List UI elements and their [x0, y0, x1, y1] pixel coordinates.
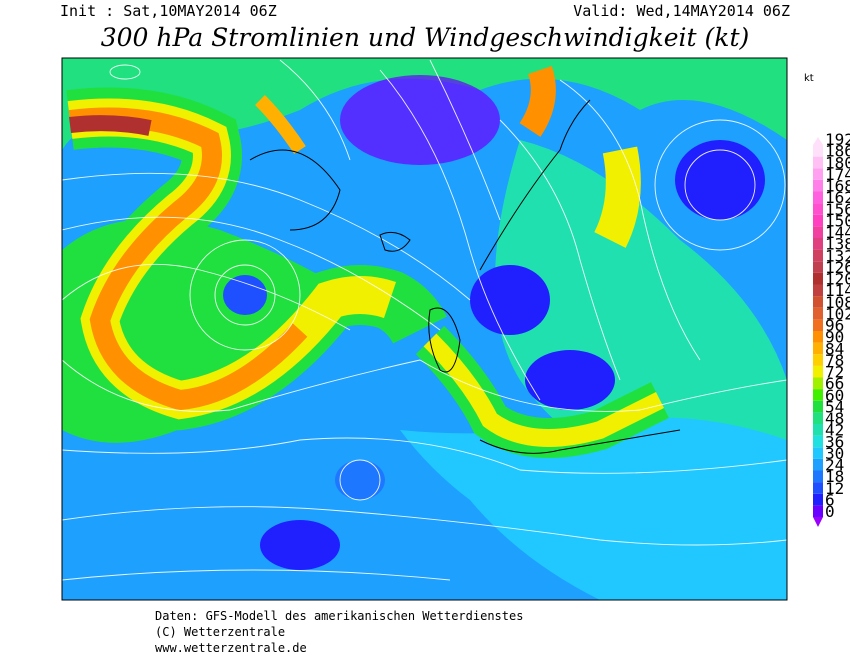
colorbar-label: 102 [825, 304, 850, 323]
colorbar: 0612182430364248546066727884909610210811… [813, 130, 850, 527]
footer-source: Daten: GFS-Modell des amerikanischen Wet… [155, 609, 523, 623]
colorbar-swatch [813, 179, 823, 192]
colorbar-swatch [813, 226, 823, 238]
colorbar-swatch [813, 389, 823, 401]
colorbar-swatch [813, 447, 823, 459]
colorbar-swatch [813, 249, 823, 262]
colorbar-label: 36 [825, 432, 844, 451]
colorbar-label: 54 [825, 397, 844, 416]
colorbar-swatch [813, 307, 823, 320]
colorbar-label: 30 [825, 444, 844, 463]
colorbar-swatch [813, 272, 823, 285]
colorbar-swatch [813, 470, 823, 483]
colorbar-label: 6 [825, 490, 835, 509]
colorbar-label: 24 [825, 456, 844, 475]
colorbar-label: 96 [825, 316, 844, 335]
colorbar-label: 138 [825, 235, 850, 254]
colorbar-unit: kt [804, 73, 814, 84]
colorbar-label: 108 [825, 293, 850, 312]
colorbar-swatch [813, 377, 823, 390]
colorbar-swatch [813, 331, 823, 343]
colorbar-label: 66 [825, 374, 844, 393]
colorbar-swatch [813, 238, 823, 250]
colorbar-label: 150 [825, 211, 850, 230]
colorbar-swatch [813, 435, 823, 448]
colorbar-swatch [813, 284, 823, 297]
colorbar-swatch [813, 319, 823, 331]
colorbar-swatch [813, 493, 823, 506]
colorbar-swatch [813, 400, 823, 413]
colorbar-swatch [813, 342, 823, 355]
colorbar-label: 12 [825, 479, 844, 498]
colorbar-swatch [813, 365, 823, 378]
colorbar-swatch [813, 482, 823, 494]
colorbar-swatch [813, 458, 823, 471]
colorbar-swatch [813, 354, 823, 366]
colorbar-label: 42 [825, 421, 844, 440]
colorbar-label: 144 [825, 223, 850, 242]
colorbar-swatch [813, 261, 823, 273]
colorbar-label: 90 [825, 328, 844, 347]
colorbar-label: 120 [825, 270, 850, 289]
colorbar-label: 78 [825, 351, 844, 370]
colorbar-label: 186 [825, 142, 850, 161]
footer-copyright: (C) Wetterzentrale [155, 625, 285, 639]
colorbar-swatch [813, 424, 823, 436]
valid-time: Valid: Wed,14MAY2014 06Z [573, 2, 790, 20]
colorbar-swatch [813, 214, 823, 227]
init-time: Init : Sat,10MAY2014 06Z [60, 2, 277, 20]
colorbar-label: 132 [825, 246, 850, 265]
colorbar-label: 0 [825, 502, 835, 521]
colorbar-swatch [813, 296, 823, 308]
colorbar-label: 48 [825, 409, 844, 428]
map-title: 300 hPa Stromlinien und Windgeschwindigk… [101, 23, 750, 52]
colorbar-swatch [813, 145, 823, 157]
colorbar-label: 18 [825, 467, 844, 486]
colorbar-label: 60 [825, 386, 844, 405]
colorbar-label: 72 [825, 363, 844, 382]
colorbar-label: 168 [825, 177, 850, 196]
colorbar-swatch [813, 505, 823, 517]
colorbar-swatch [813, 137, 823, 145]
map [62, 58, 787, 600]
colorbar-swatch [813, 412, 823, 424]
colorbar-label: 162 [825, 188, 850, 207]
colorbar-swatch [813, 191, 823, 204]
map-frame [61, 57, 788, 601]
colorbar-label: 156 [825, 200, 850, 219]
colorbar-label: 180 [825, 153, 850, 172]
colorbar-swatch [813, 168, 823, 180]
colorbar-label: 84 [825, 339, 844, 358]
colorbar-swatch [813, 517, 823, 527]
colorbar-label: 114 [825, 281, 850, 300]
colorbar-label: 192 [825, 130, 850, 149]
colorbar-swatch [813, 203, 823, 215]
colorbar-label: 126 [825, 258, 850, 277]
colorbar-label: 174 [825, 165, 850, 184]
footer-url: www.wetterzentrale.de [155, 641, 307, 655]
colorbar-swatch [813, 156, 823, 169]
